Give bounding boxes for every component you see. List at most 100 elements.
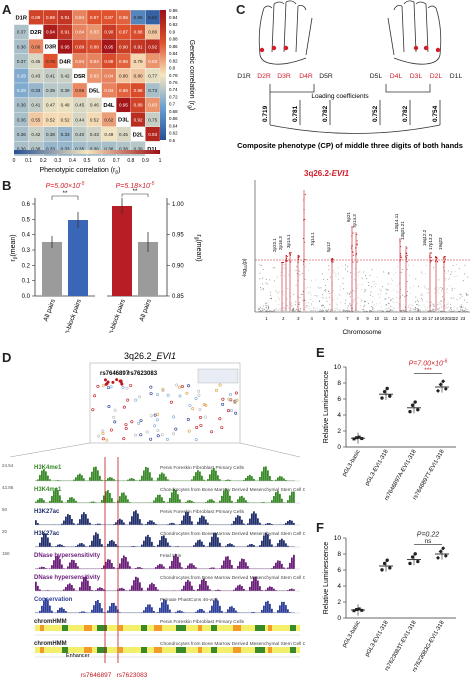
manhattan-locus-label: 16q12.2 — [422, 229, 427, 246]
dot-tick: 8 — [337, 551, 341, 558]
dot-tick: 2 — [337, 428, 341, 435]
bottom-snp1: rs7646897 — [81, 672, 112, 679]
data-point — [380, 568, 384, 572]
dot-sig: ns — [425, 538, 433, 545]
chromosome-tick: 15 — [415, 316, 420, 321]
heatmap-cell-value: 0.92 — [148, 44, 157, 49]
heatmap-cell-value: 0.77 — [148, 74, 157, 79]
track-description: Chondrocytes from Bone Marrow Derived Me… — [160, 487, 305, 493]
heatmap-cell-value: 0.66 — [134, 15, 143, 20]
epigenomic-tracks: H3K4me1 Penis Foreskin Fibroblast Primary… — [2, 463, 305, 658]
chromosome-tick: 4 — [310, 316, 313, 321]
track-description: Chondrocytes from Bone Marrow Derived Me… — [160, 531, 305, 537]
heatmap-cell-value: 0.39 — [134, 147, 143, 152]
b-right-ticks: 1.00 0.95 0.90 0.85 — [167, 202, 184, 300]
chromosome-tick: 17 — [428, 316, 433, 321]
data-point — [436, 388, 440, 393]
b-left-tick: 0.1 — [22, 279, 31, 285]
track-description: Fetal Skin — [160, 553, 182, 559]
track-name: chromHMM — [34, 641, 67, 647]
genetic-scale-ticks: 0.96 0.94 0.92 0.9 0.88 0.86 0.84 0.82 0.8 0.78 0.… — [169, 8, 178, 143]
chromosome-tick: 14 — [408, 316, 413, 321]
e-chart-body: 10 8 6 4 2 0 Relative Luminescence pGL3-basic pG… — [323, 358, 456, 502]
heatmap-cell-value: 0.88 — [134, 30, 143, 35]
data-point — [416, 408, 420, 412]
data-point — [382, 389, 387, 394]
lz-snp1: rs7646897 — [100, 371, 130, 377]
heatmap-cell-value: 0.89 — [134, 103, 143, 108]
chromosome-tick: 20 — [445, 316, 450, 321]
genetic-scale-tick: 0.9 — [169, 29, 176, 34]
genetic-scale-tick: 0.86 — [169, 44, 178, 49]
data-point — [352, 609, 356, 613]
b-left-tick: 0.2 — [22, 263, 31, 269]
right-hand-drawing — [258, 0, 313, 65]
heatmap-cell-value: 0.84 — [104, 88, 113, 93]
manhattan-xlabel: Chromosome — [342, 329, 381, 336]
dot-tick: 6 — [337, 396, 341, 403]
phenotypic-scale-tick: 0.7 — [113, 158, 120, 164]
lz-legend — [197, 368, 239, 384]
heatmap-cell-value: 0.83 — [148, 103, 157, 108]
heatmap-cell-value: 0.45 — [31, 59, 40, 64]
digit-label-left: D5L — [370, 73, 383, 80]
panel-e-letter: E — [316, 345, 325, 360]
phenotypic-scale-tick: 0.2 — [40, 158, 47, 164]
genetic-scale-bar — [160, 10, 166, 140]
genetic-scale-tick: 0.64 — [169, 123, 178, 128]
heatmap-cell-value: 0.37 — [17, 59, 26, 64]
chromosome-tick: 18 — [434, 316, 439, 321]
heatmap-cell-value: 0.86 — [119, 59, 128, 64]
heatmap-cell-value: 0.36 — [104, 147, 113, 152]
heatmap-cell-value: 0.52 — [46, 117, 55, 122]
genetic-scale-tick: 0.76 — [169, 80, 178, 85]
manhattan-points — [258, 190, 469, 312]
heatmap-digit-label: D2L — [133, 132, 144, 138]
heatmap-cell-value: 0.92 — [134, 117, 143, 122]
phenotypic-scale-tick: 0.4 — [69, 158, 76, 164]
data-point — [443, 553, 448, 558]
panel-b-letter: B — [2, 178, 12, 193]
b-left-tick: 0.5 — [22, 217, 31, 223]
manhattan-locus-label: 19q23 — [438, 237, 443, 250]
heatmap-cell-value: 0.33 — [31, 88, 40, 93]
b-left-tick: 0.6 — [22, 202, 31, 208]
track-scale-value: 24.54 — [2, 463, 14, 468]
heatmap-cell-value: 0.95 — [104, 44, 113, 49]
chromosome-tick: 22 — [453, 316, 458, 321]
heatmap-cell-value: 0.86 — [119, 15, 128, 20]
dot-tick: 6 — [337, 567, 341, 574]
lz-snp2: rs7623083 — [128, 371, 158, 377]
heatmap-cell-value: 0.39 — [46, 88, 55, 93]
manhattan-locus-label: 5p12 — [326, 241, 331, 252]
heatmap-cell-value: 0.44 — [75, 117, 84, 122]
track-description: Primate PhastCons 46-way — [160, 597, 219, 603]
track-name: H3K4me1 — [34, 487, 62, 493]
heatmap-cell-value: 0.62 — [104, 117, 113, 122]
genetic-scale-tick: 0.88 — [169, 37, 178, 42]
heatmap-cell-value: 0.84 — [75, 30, 84, 35]
heatmap-cell-value: 0.35 — [75, 147, 84, 152]
heatmap-cell-value: 0.80 — [148, 30, 157, 35]
heatmap-cell-value: 0.90 — [104, 30, 113, 35]
heatmap-cell-value: 0.91 — [61, 30, 70, 35]
f-chart-body: 10 8 6 4 2 0 Relative Luminescence pGL3-basic pG… — [323, 531, 456, 673]
phenotypic-scale-tick: 0.6 — [98, 158, 105, 164]
digit-label-left: D1L — [450, 73, 463, 80]
bar-pattern-block-rp — [68, 220, 88, 296]
heatmap-cell-value: 0.41 — [31, 103, 40, 108]
phenotypic-scale-tick: 0.5 — [84, 158, 91, 164]
heatmap-cell-value: 0.83 — [148, 59, 157, 64]
chromosome-tick: 23 — [461, 316, 466, 321]
digit-label-right: D3R — [277, 73, 291, 80]
panel-e-chart: 10 8 6 4 2 0 Relative Luminescence pGL3-basic pG… — [323, 358, 456, 502]
heatmap-cell-value: 0.88 — [104, 59, 113, 64]
digit-labels: D1R D2R D3R D4R D5R D5L D4L D3L D2L D1L — [237, 73, 462, 80]
heatmap-diagonal-labels: D1R D2R D3R D4R D5R D5L D4L D3L D2L D1L — [15, 16, 158, 153]
heatmap-digit-label: D4R — [59, 59, 71, 65]
bar-all-pairs-rg — [138, 242, 158, 296]
chromosome-tick: 13 — [401, 316, 406, 321]
data-point — [357, 607, 361, 611]
genetic-scale-tick: 0.8 — [169, 66, 176, 71]
heatmap-cell-value: 0.86 — [119, 88, 128, 93]
